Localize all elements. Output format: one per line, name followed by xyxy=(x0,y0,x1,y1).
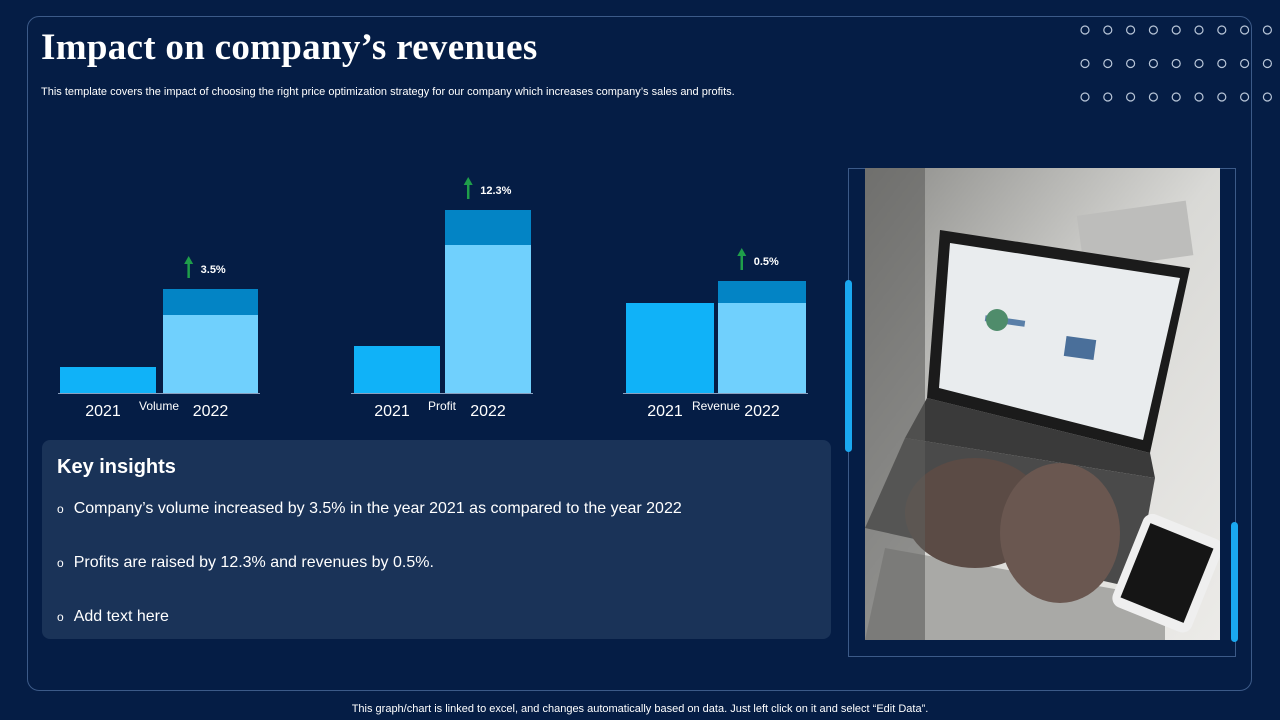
decor-dot xyxy=(1171,58,1181,69)
accent-bar xyxy=(1231,522,1238,642)
tick-label: 2021 xyxy=(374,403,410,420)
bar-profit-2021 xyxy=(354,346,440,393)
decor-dot xyxy=(1103,92,1113,102)
arrow-up-icon-head xyxy=(737,248,747,256)
insight-item: o Add text here xyxy=(57,608,169,626)
decor-dot xyxy=(1148,92,1159,102)
decor-dot xyxy=(1171,92,1181,102)
insights-title: Key insights xyxy=(57,456,176,478)
decor-dot xyxy=(1103,58,1113,69)
bar-increase-segment xyxy=(163,289,258,315)
bar-increase-segment xyxy=(718,281,806,303)
tick-label: 2021 xyxy=(647,403,683,420)
key-insights-panel: Key insights o Company’s volume increase… xyxy=(42,440,831,639)
insight-item: o Profits are raised by 12.3% and revenu… xyxy=(57,554,434,572)
decor-dot xyxy=(1194,25,1204,35)
decor-dot xyxy=(1103,25,1113,35)
decor-dot xyxy=(1262,92,1272,102)
decor-dot xyxy=(1262,58,1272,69)
decor-dot xyxy=(1194,92,1204,102)
bar-chart: 2021 3.5% 2022 Volume 2021 12.3% 2022 Profit 202… xyxy=(58,177,808,420)
page-title: Impact on company’s revenues xyxy=(41,27,538,68)
decor-dot xyxy=(1125,25,1136,35)
decor-dot xyxy=(1217,92,1227,102)
laptop-photo xyxy=(865,168,1220,640)
decor-dot xyxy=(1080,92,1090,102)
decor-dot xyxy=(1171,25,1181,35)
group-label: Revenue xyxy=(692,399,740,413)
change-label: 3.5% xyxy=(201,264,226,276)
slide-frame xyxy=(27,16,1252,691)
decor-dot xyxy=(1080,25,1090,35)
group-label: Profit xyxy=(428,399,457,413)
footer-note: This graph/chart is linked to excel, and… xyxy=(351,703,929,715)
decor-dot xyxy=(1217,25,1227,35)
decor-dot xyxy=(1125,92,1136,102)
decor-dot xyxy=(1125,58,1136,69)
bar-volume-2022 xyxy=(163,315,258,393)
arrow-up-icon-head xyxy=(184,256,194,264)
tick-label: 2021 xyxy=(85,403,121,420)
tick-label: 2022 xyxy=(193,403,229,420)
change-label: 0.5% xyxy=(754,256,779,268)
bar-revenue-2021 xyxy=(626,303,714,393)
bullet-icon: o xyxy=(57,556,64,570)
insight-item: o Company’s volume increased by 3.5% in … xyxy=(57,500,682,518)
decor-dot xyxy=(1148,25,1159,35)
decor-dot xyxy=(1080,58,1090,69)
bullet-icon: o xyxy=(57,610,64,624)
insight-text: Company’s volume increased by 3.5% in th… xyxy=(73,500,682,517)
decor-dot xyxy=(1240,92,1250,102)
insight-text: Add text here xyxy=(73,608,169,625)
bar-revenue-2022 xyxy=(718,303,806,393)
arrow-up-icon-head xyxy=(463,177,473,185)
decor-dot xyxy=(1262,25,1272,35)
decor-dot xyxy=(1240,58,1250,69)
group-label: Volume xyxy=(139,399,179,413)
decor-dot xyxy=(1217,58,1227,69)
decor-dot xyxy=(1194,58,1204,69)
tick-label: 2022 xyxy=(744,403,780,420)
decor-dot xyxy=(1148,58,1159,69)
decor-dot xyxy=(1240,25,1250,35)
page-subtitle: This template covers the impact of choos… xyxy=(41,86,735,98)
tick-label: 2022 xyxy=(470,403,506,420)
change-label: 12.3% xyxy=(480,185,511,197)
bar-increase-segment xyxy=(445,210,531,245)
accent-bar xyxy=(845,280,852,452)
bar-profit-2022 xyxy=(445,245,531,393)
dot-pattern-decoration xyxy=(1080,25,1272,102)
insight-text: Profits are raised by 12.3% and revenues… xyxy=(73,554,434,571)
bullet-icon: o xyxy=(57,502,64,516)
bar-volume-2021 xyxy=(60,367,156,393)
